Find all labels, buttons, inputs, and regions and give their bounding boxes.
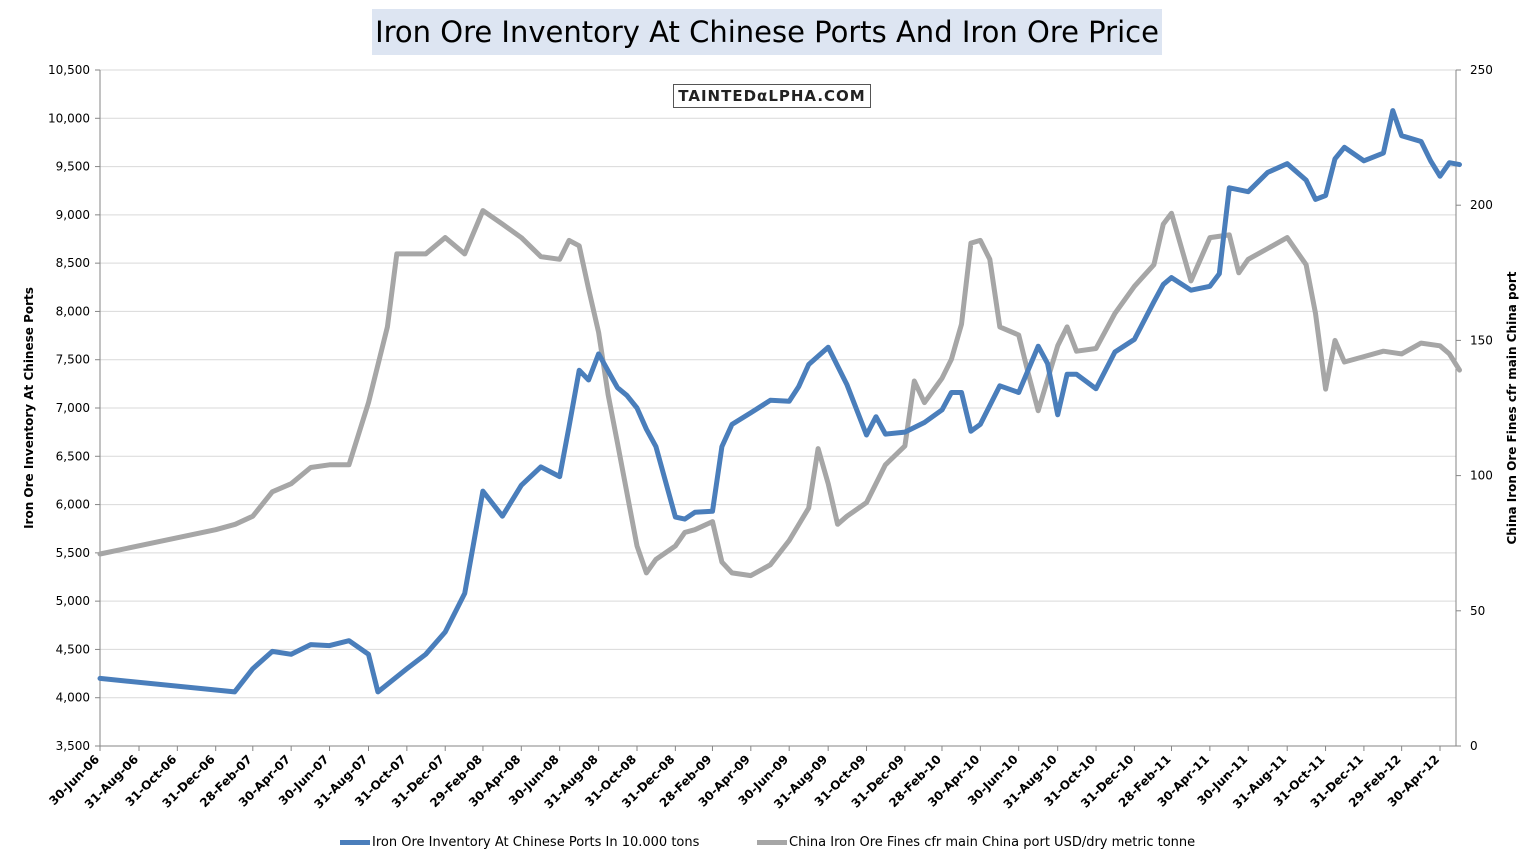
watermark-text: TAINTEDαLPHA.COM	[678, 87, 866, 105]
y-left-tick-label: 4,000	[56, 691, 90, 705]
y-left-tick-label: 7,500	[56, 353, 90, 367]
y-right-axis-title: China Iron Ore Fines cfr main China port	[1505, 271, 1519, 544]
y-left-tick-label: 9,000	[56, 208, 90, 222]
y-left-tick-label: 5,500	[56, 546, 90, 560]
y-left-tick-label: 6,000	[56, 498, 90, 512]
series-line-inventory	[97, 108, 1462, 695]
watermark-logo: TAINTEDαLPHA.COM	[673, 84, 871, 108]
legend-item-inventory: Iron Ore Inventory At Chinese Ports In 1…	[340, 832, 699, 852]
legend-swatch-price	[757, 839, 787, 845]
y-left-tick-label: 5,000	[56, 594, 90, 608]
y-left-tick-label: 7,000	[56, 401, 90, 415]
y-left-tick-label: 3,500	[56, 739, 90, 753]
legend-item-price: China Iron Ore Fines cfr main China port…	[757, 832, 1195, 852]
y-left-tick-label: 9,500	[56, 160, 90, 174]
y-left-tick-label: 4,500	[56, 642, 90, 656]
chart-title: Iron Ore Inventory At Chinese Ports And …	[375, 15, 1159, 49]
legend-label-price: China Iron Ore Fines cfr main China port…	[789, 834, 1196, 850]
chart-title-box: Iron Ore Inventory At Chinese Ports And …	[372, 9, 1162, 55]
y-right-tick-label: 200	[1470, 198, 1493, 212]
y-left-tick-label: 8,500	[56, 256, 90, 270]
y-right-tick-label: 50	[1470, 604, 1485, 618]
series-line-price	[97, 208, 1462, 579]
y-left-axis-title: Iron Ore Inventory At Chinese Ports	[22, 287, 36, 529]
y-right-tick-label: 100	[1470, 469, 1493, 483]
y-right-tick-label: 0	[1470, 739, 1478, 753]
y-left-tick-label: 8,000	[56, 304, 90, 318]
y-left-tick-label: 10,000	[48, 111, 90, 125]
y-left-tick-label: 6,500	[56, 449, 90, 463]
y-left-tick-label: 10,500	[48, 63, 90, 77]
legend-label-inventory: Iron Ore Inventory At Chinese Ports In 1…	[372, 834, 700, 850]
legend-swatch-inventory	[340, 839, 370, 845]
y-right-tick-label: 250	[1470, 63, 1493, 77]
y-right-tick-label: 150	[1470, 333, 1493, 347]
